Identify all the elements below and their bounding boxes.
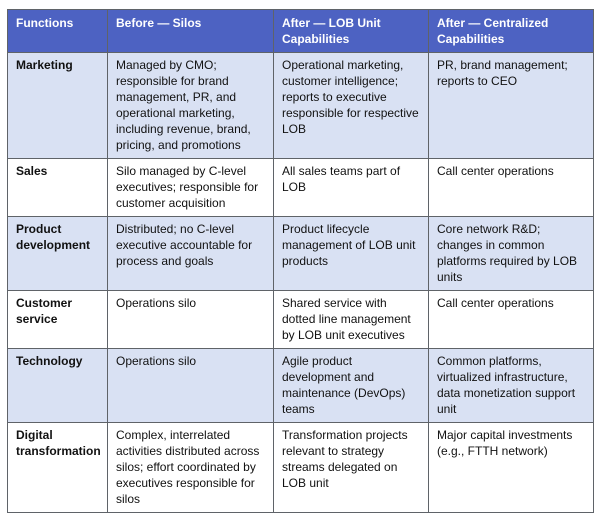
- row-lob-cell: Agile product development and maintenanc…: [273, 348, 429, 423]
- row-centralized-cell: PR, brand management; reports to CEO: [428, 52, 594, 159]
- row-before-cell: Complex, interrelated activities distrib…: [107, 422, 274, 513]
- row-lob-cell: Transformation projects relevant to stra…: [273, 422, 429, 513]
- row-lob-cell: Shared service with dotted line manageme…: [273, 290, 429, 349]
- table-row: Sales Silo managed by C-level executives…: [7, 158, 594, 217]
- row-before-cell: Managed by CMO; responsible for brand ma…: [107, 52, 274, 159]
- header-after-centralized: After — Centralized Capabilities: [428, 9, 594, 53]
- row-function-cell: Technology: [7, 348, 108, 423]
- row-centralized-cell: Common platforms, virtualized infrastruc…: [428, 348, 594, 423]
- row-lob-cell: Product lifecycle management of LOB unit…: [273, 216, 429, 291]
- row-function-cell: Customer service: [7, 290, 108, 349]
- row-centralized-cell: Major capital investments (e.g., FTTH ne…: [428, 422, 594, 513]
- row-function-cell: Product development: [7, 216, 108, 291]
- table-row: Customer service Operations silo Shared …: [7, 290, 594, 349]
- row-centralized-cell: Core network R&D; changes in common plat…: [428, 216, 594, 291]
- row-centralized-cell: Call center operations: [428, 290, 594, 349]
- row-function-cell: Sales: [7, 158, 108, 217]
- table-row: Marketing Managed by CMO; responsible fo…: [7, 52, 594, 159]
- row-before-cell: Operations silo: [107, 348, 274, 423]
- table-row: Digital transformation Complex, interrel…: [7, 422, 594, 513]
- row-function-cell: Digital transformation: [7, 422, 108, 513]
- table-row: Product development Distributed; no C-le…: [7, 216, 594, 291]
- comparison-table-container: Functions Before — Silos After — LOB Uni…: [7, 9, 594, 513]
- header-row: Functions Before — Silos After — LOB Uni…: [7, 9, 594, 53]
- header-functions: Functions: [7, 9, 108, 53]
- row-before-cell: Distributed; no C-level executive accoun…: [107, 216, 274, 291]
- row-centralized-cell: Call center operations: [428, 158, 594, 217]
- table-row: Technology Operations silo Agile product…: [7, 348, 594, 423]
- row-before-cell: Operations silo: [107, 290, 274, 349]
- header-before-silos: Before — Silos: [107, 9, 274, 53]
- row-before-cell: Silo managed by C-level executives; resp…: [107, 158, 274, 217]
- comparison-table: Functions Before — Silos After — LOB Uni…: [7, 9, 594, 513]
- row-lob-cell: Operational marketing, customer intellig…: [273, 52, 429, 159]
- row-function-cell: Marketing: [7, 52, 108, 159]
- header-after-lob: After — LOB Unit Capabilities: [273, 9, 429, 53]
- row-lob-cell: All sales teams part of LOB: [273, 158, 429, 217]
